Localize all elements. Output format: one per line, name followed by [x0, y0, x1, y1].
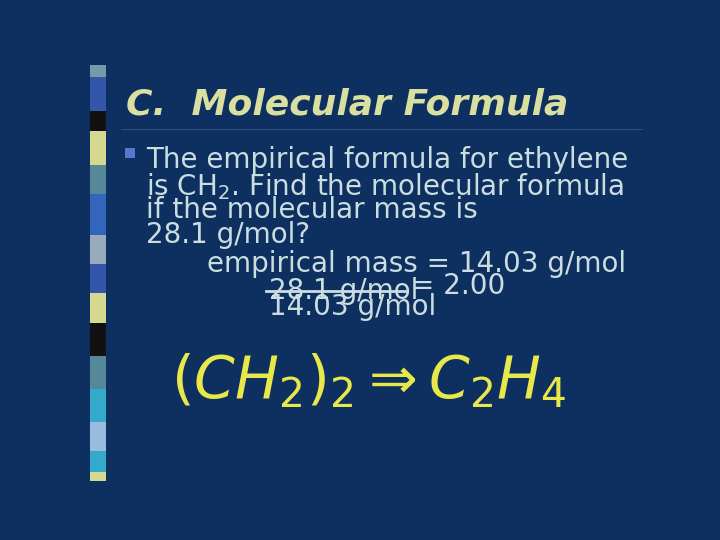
- Text: $(CH_2)_2 \Rightarrow C_2H_4$: $(CH_2)_2 \Rightarrow C_2H_4$: [171, 352, 567, 410]
- Bar: [90, 472, 106, 481]
- Text: is CH$_2$. Find the molecular formula: is CH$_2$. Find the molecular formula: [145, 171, 624, 201]
- Bar: [90, 131, 106, 165]
- Bar: [90, 294, 106, 322]
- Bar: [90, 235, 106, 265]
- Bar: [106, 65, 112, 481]
- Bar: [90, 322, 106, 356]
- Bar: [90, 356, 106, 389]
- Bar: [90, 194, 106, 235]
- Text: 28.1 g/mol: 28.1 g/mol: [269, 277, 418, 305]
- Bar: [90, 77, 106, 111]
- Bar: [90, 165, 106, 194]
- Bar: [90, 65, 106, 77]
- Text: The empirical formula for ethylene: The empirical formula for ethylene: [145, 146, 628, 174]
- Bar: [90, 389, 106, 422]
- Text: if the molecular mass is: if the molecular mass is: [145, 196, 477, 224]
- Text: empirical mass = 14.03 g/mol: empirical mass = 14.03 g/mol: [207, 250, 626, 278]
- Text: = 2.00: = 2.00: [411, 272, 505, 300]
- Bar: [90, 422, 106, 451]
- Text: 14.03 g/mol: 14.03 g/mol: [269, 294, 436, 321]
- Bar: [90, 111, 106, 131]
- Bar: [90, 451, 106, 472]
- Bar: [90, 265, 106, 294]
- Bar: [125, 148, 135, 158]
- Text: 28.1 g/mol?: 28.1 g/mol?: [145, 221, 310, 249]
- Text: C.  Molecular Formula: C. Molecular Formula: [126, 87, 569, 122]
